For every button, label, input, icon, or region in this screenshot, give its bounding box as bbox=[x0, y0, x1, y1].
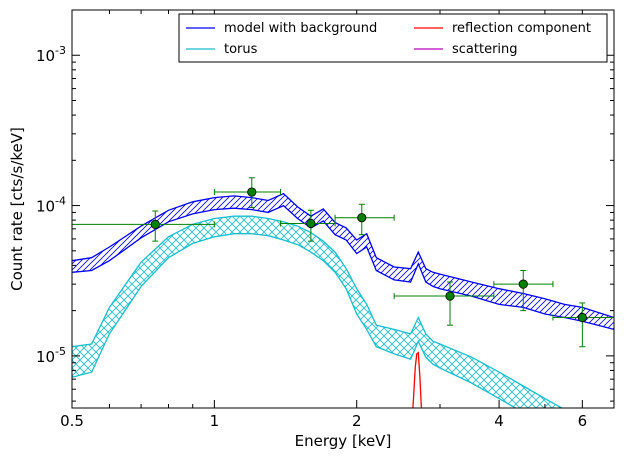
x-tick-label: 2 bbox=[352, 412, 362, 430]
legend-entry-2: torus bbox=[186, 42, 258, 57]
model-with-background-upper-line bbox=[72, 192, 614, 319]
data-marker bbox=[247, 187, 257, 197]
x-tick-label: 0.5 bbox=[60, 412, 84, 430]
axis-ticks bbox=[71, 9, 615, 408]
legend-label: scattering bbox=[452, 42, 518, 57]
legend-label: reflection component bbox=[452, 21, 591, 36]
x-tick-label: 1 bbox=[210, 412, 220, 430]
data-point-2 bbox=[213, 177, 282, 209]
data-point-5 bbox=[393, 281, 495, 326]
x-axis-label: Energy [keV] bbox=[295, 432, 392, 450]
plot-background bbox=[72, 10, 614, 408]
data-point-4 bbox=[334, 203, 395, 236]
torus-lower-line bbox=[72, 233, 517, 408]
data-marker bbox=[357, 213, 367, 223]
x-tick-label: 6 bbox=[578, 412, 588, 430]
data-point-1 bbox=[72, 210, 215, 242]
plot-frame bbox=[71, 9, 615, 409]
legend: model with background torus reflection com… bbox=[178, 13, 608, 63]
legend-label: torus bbox=[224, 42, 258, 57]
reflection-component-line bbox=[412, 351, 423, 408]
data-marker bbox=[306, 218, 316, 229]
data-marker bbox=[445, 291, 455, 301]
legend-entry-3: reflection component bbox=[414, 21, 591, 36]
legend-box bbox=[178, 13, 608, 63]
y-tick-label: 10-5 bbox=[36, 345, 66, 366]
torus-band bbox=[72, 216, 562, 408]
data-point-7 bbox=[552, 302, 614, 348]
data-marker bbox=[150, 219, 160, 229]
data-marker bbox=[518, 279, 528, 289]
x-tick-label: 4 bbox=[494, 412, 504, 430]
data-point-6 bbox=[493, 269, 554, 312]
model-bands bbox=[72, 193, 614, 408]
model-with-background-band bbox=[72, 193, 614, 330]
legend-entry-4: scattering bbox=[414, 42, 518, 57]
legend-entry-1: model with background bbox=[186, 21, 377, 36]
legend-label: model with background bbox=[224, 21, 377, 36]
axis-tick-labels: 0.5 1 2 4 6 10-5 10-4 10-3 bbox=[36, 44, 587, 430]
model-lines bbox=[72, 192, 614, 408]
y-tick-label: 10-3 bbox=[36, 44, 66, 65]
data-point-3 bbox=[280, 209, 336, 242]
y-axis-label: Count rate [cts/s/keV] bbox=[8, 127, 26, 291]
data-marker bbox=[577, 312, 587, 323]
y-tick-label: 10-4 bbox=[36, 195, 66, 216]
model-with-background-lower-line bbox=[72, 204, 614, 331]
data-points bbox=[72, 177, 614, 348]
